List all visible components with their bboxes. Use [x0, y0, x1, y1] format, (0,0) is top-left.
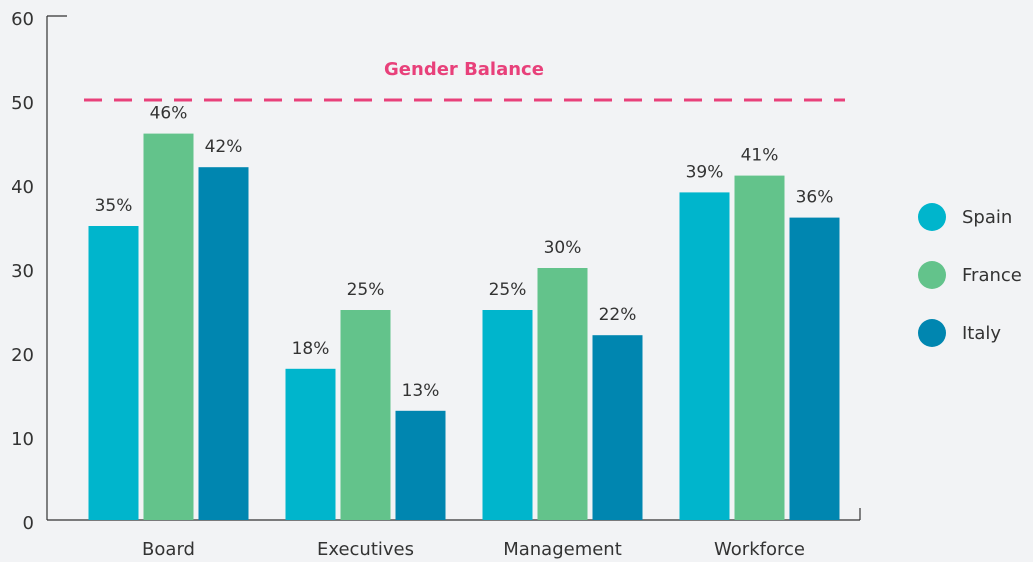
- legend-label: Spain: [962, 207, 1012, 228]
- value-label: 30%: [544, 238, 582, 258]
- bar: [734, 175, 785, 520]
- x-tick-label: Management: [503, 539, 622, 560]
- y-tick-label: 20: [11, 345, 34, 366]
- legend-label: France: [962, 265, 1022, 286]
- legend-label: Italy: [962, 323, 1001, 344]
- x-tick-label: Workforce: [714, 539, 805, 560]
- value-label: 39%: [686, 162, 724, 182]
- value-label: 25%: [489, 280, 527, 300]
- y-tick-label: 60: [11, 9, 34, 30]
- value-label: 13%: [402, 381, 440, 401]
- value-label: 41%: [741, 146, 779, 166]
- value-label: 18%: [292, 339, 330, 359]
- y-tick-label: 10: [11, 429, 34, 450]
- annotation-label: Gender Balance: [384, 59, 544, 80]
- value-label: 42%: [205, 137, 243, 157]
- bar: [679, 192, 730, 520]
- bar: [88, 226, 139, 520]
- value-label: 25%: [347, 280, 385, 300]
- bar: [198, 167, 249, 520]
- bar: [285, 368, 336, 520]
- bar: [789, 217, 840, 520]
- legend-marker: [918, 319, 946, 347]
- y-tick-label: 30: [11, 261, 34, 282]
- value-label: 22%: [599, 305, 637, 325]
- y-tick-label: 40: [11, 177, 34, 198]
- bar: [340, 310, 391, 520]
- bar: [592, 335, 643, 520]
- x-tick-label: Executives: [317, 539, 414, 560]
- value-label: 46%: [150, 104, 188, 124]
- x-tick-label: Board: [142, 539, 195, 560]
- bar: [143, 133, 194, 520]
- legend-marker: [918, 261, 946, 289]
- bar: [537, 268, 588, 520]
- y-tick-label: 0: [23, 513, 34, 534]
- value-label: 35%: [95, 196, 133, 216]
- y-tick-label: 50: [11, 93, 34, 114]
- bar: [395, 410, 446, 520]
- legend-marker: [918, 203, 946, 231]
- bar: [482, 310, 533, 520]
- value-label: 36%: [796, 188, 834, 208]
